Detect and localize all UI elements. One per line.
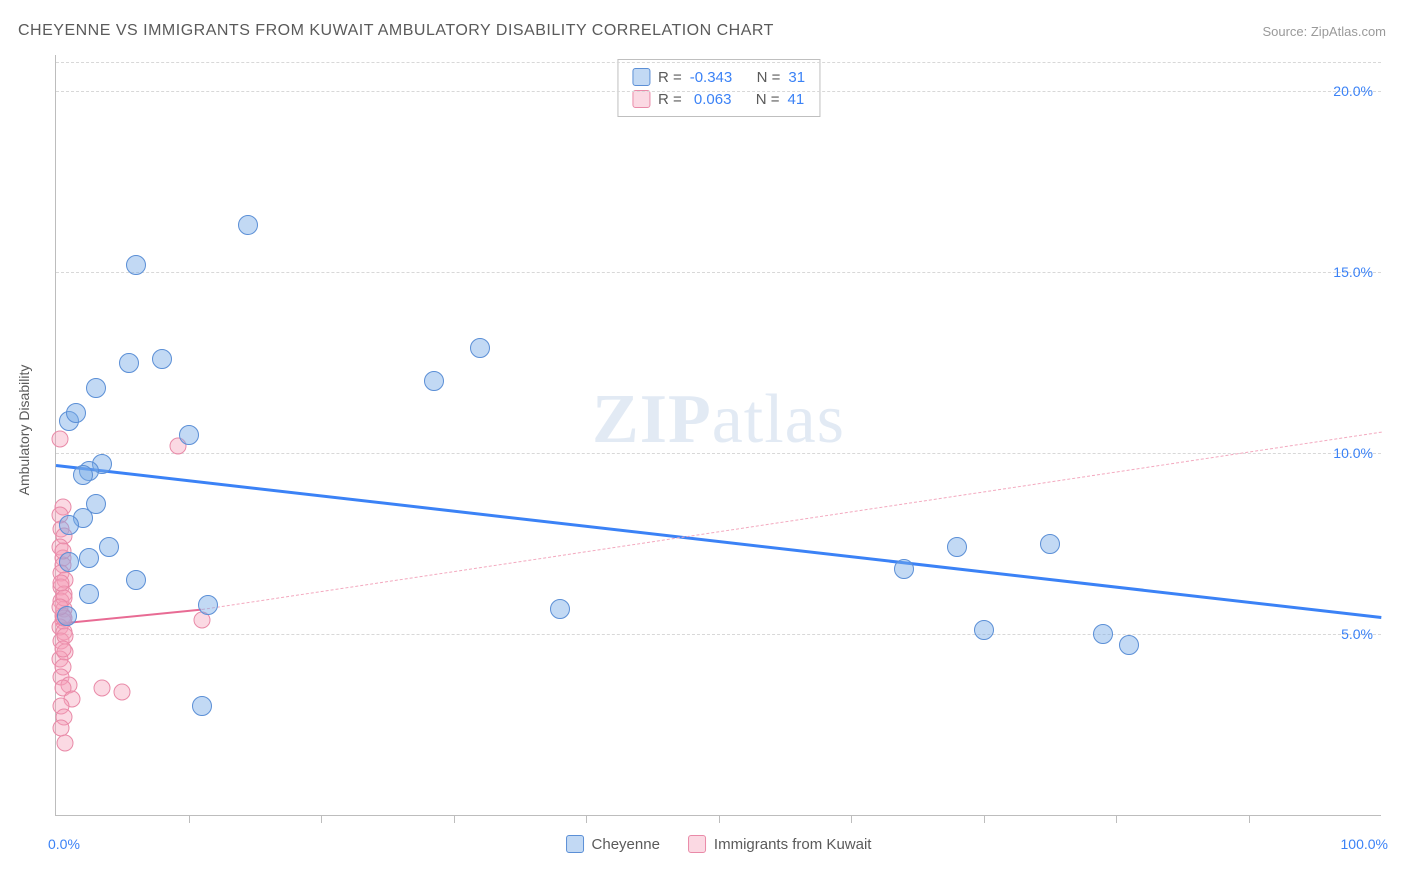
r-label: R = xyxy=(658,91,682,108)
scatter-point-kuwait xyxy=(53,575,70,592)
x-tick xyxy=(1249,815,1250,823)
legend-label: Cheyenne xyxy=(592,836,660,853)
scatter-point-cheyenne xyxy=(424,371,444,391)
gridline xyxy=(56,272,1381,273)
scatter-point-cheyenne xyxy=(974,620,994,640)
swatch-pink-icon xyxy=(632,90,650,108)
y-tick-label: 15.0% xyxy=(1333,264,1373,280)
scatter-point-cheyenne xyxy=(894,559,914,579)
legend-item-cheyenne: Cheyenne xyxy=(566,835,660,853)
legend-row-cheyenne: R = -0.343 N = 31 xyxy=(632,66,805,88)
scatter-point-cheyenne xyxy=(198,595,218,615)
scatter-point-cheyenne xyxy=(152,349,172,369)
x-tick xyxy=(454,815,455,823)
r-value: -0.343 xyxy=(690,69,733,86)
scatter-point-cheyenne xyxy=(119,353,139,373)
scatter-point-cheyenne xyxy=(192,696,212,716)
x-tick xyxy=(321,815,322,823)
scatter-point-cheyenne xyxy=(79,584,99,604)
scatter-point-kuwait xyxy=(57,734,74,751)
scatter-point-cheyenne xyxy=(126,570,146,590)
legend-item-kuwait: Immigrants from Kuwait xyxy=(688,835,872,853)
scatter-point-cheyenne xyxy=(59,552,79,572)
y-axis-label: Ambulatory Disability xyxy=(16,365,32,496)
scatter-point-cheyenne xyxy=(79,548,99,568)
scatter-point-cheyenne xyxy=(73,465,93,485)
scatter-point-kuwait xyxy=(114,683,131,700)
y-tick-label: 5.0% xyxy=(1341,626,1373,642)
swatch-blue-icon xyxy=(566,835,584,853)
scatter-point-cheyenne xyxy=(550,599,570,619)
r-value: 0.063 xyxy=(690,91,732,108)
correlation-legend: R = -0.343 N = 31 R = 0.063 N = 41 xyxy=(617,59,820,117)
x-tick xyxy=(984,815,985,823)
scatter-plot-area: ZIPatlas R = -0.343 N = 31 R = 0.063 N =… xyxy=(55,55,1381,816)
source-attribution: Source: ZipAtlas.com xyxy=(1262,24,1386,39)
scatter-point-cheyenne xyxy=(470,338,490,358)
gridline xyxy=(56,91,1381,92)
x-tick xyxy=(586,815,587,823)
scatter-point-cheyenne xyxy=(238,215,258,235)
trend-line xyxy=(202,431,1381,609)
trend-line xyxy=(56,609,202,625)
x-tick xyxy=(189,815,190,823)
n-value: 31 xyxy=(788,69,805,86)
scatter-point-cheyenne xyxy=(179,425,199,445)
watermark-text: ZIPatlas xyxy=(592,380,845,460)
scatter-point-cheyenne xyxy=(947,537,967,557)
n-label: N = xyxy=(757,69,781,86)
scatter-point-kuwait xyxy=(51,430,68,447)
gridline xyxy=(56,62,1381,63)
x-tick xyxy=(851,815,852,823)
scatter-point-cheyenne xyxy=(1093,624,1113,644)
gridline xyxy=(56,634,1381,635)
scatter-point-kuwait xyxy=(94,680,111,697)
scatter-point-cheyenne xyxy=(1119,635,1139,655)
scatter-point-cheyenne xyxy=(59,515,79,535)
series-legend: Cheyenne Immigrants from Kuwait xyxy=(566,835,872,853)
chart-title: CHEYENNE VS IMMIGRANTS FROM KUWAIT AMBUL… xyxy=(18,22,774,40)
n-label: N = xyxy=(756,91,780,108)
scatter-point-cheyenne xyxy=(126,255,146,275)
x-tick xyxy=(1116,815,1117,823)
scatter-point-kuwait xyxy=(54,640,71,657)
legend-label: Immigrants from Kuwait xyxy=(714,836,872,853)
scatter-point-cheyenne xyxy=(66,403,86,423)
scatter-point-cheyenne xyxy=(1040,534,1060,554)
y-tick-label: 10.0% xyxy=(1333,445,1373,461)
scatter-point-cheyenne xyxy=(99,537,119,557)
x-axis-max-label: 100.0% xyxy=(1341,836,1388,852)
x-axis-min-label: 0.0% xyxy=(48,836,80,852)
watermark-light: atlas xyxy=(712,381,845,458)
y-tick-label: 20.0% xyxy=(1333,83,1373,99)
watermark-bold: ZIP xyxy=(592,381,712,458)
swatch-pink-icon xyxy=(688,835,706,853)
x-tick xyxy=(719,815,720,823)
trend-line xyxy=(56,464,1381,619)
gridline xyxy=(56,453,1381,454)
n-value: 41 xyxy=(788,91,805,108)
swatch-blue-icon xyxy=(632,68,650,86)
scatter-point-cheyenne xyxy=(57,606,77,626)
scatter-point-cheyenne xyxy=(86,378,106,398)
r-label: R = xyxy=(658,69,682,86)
